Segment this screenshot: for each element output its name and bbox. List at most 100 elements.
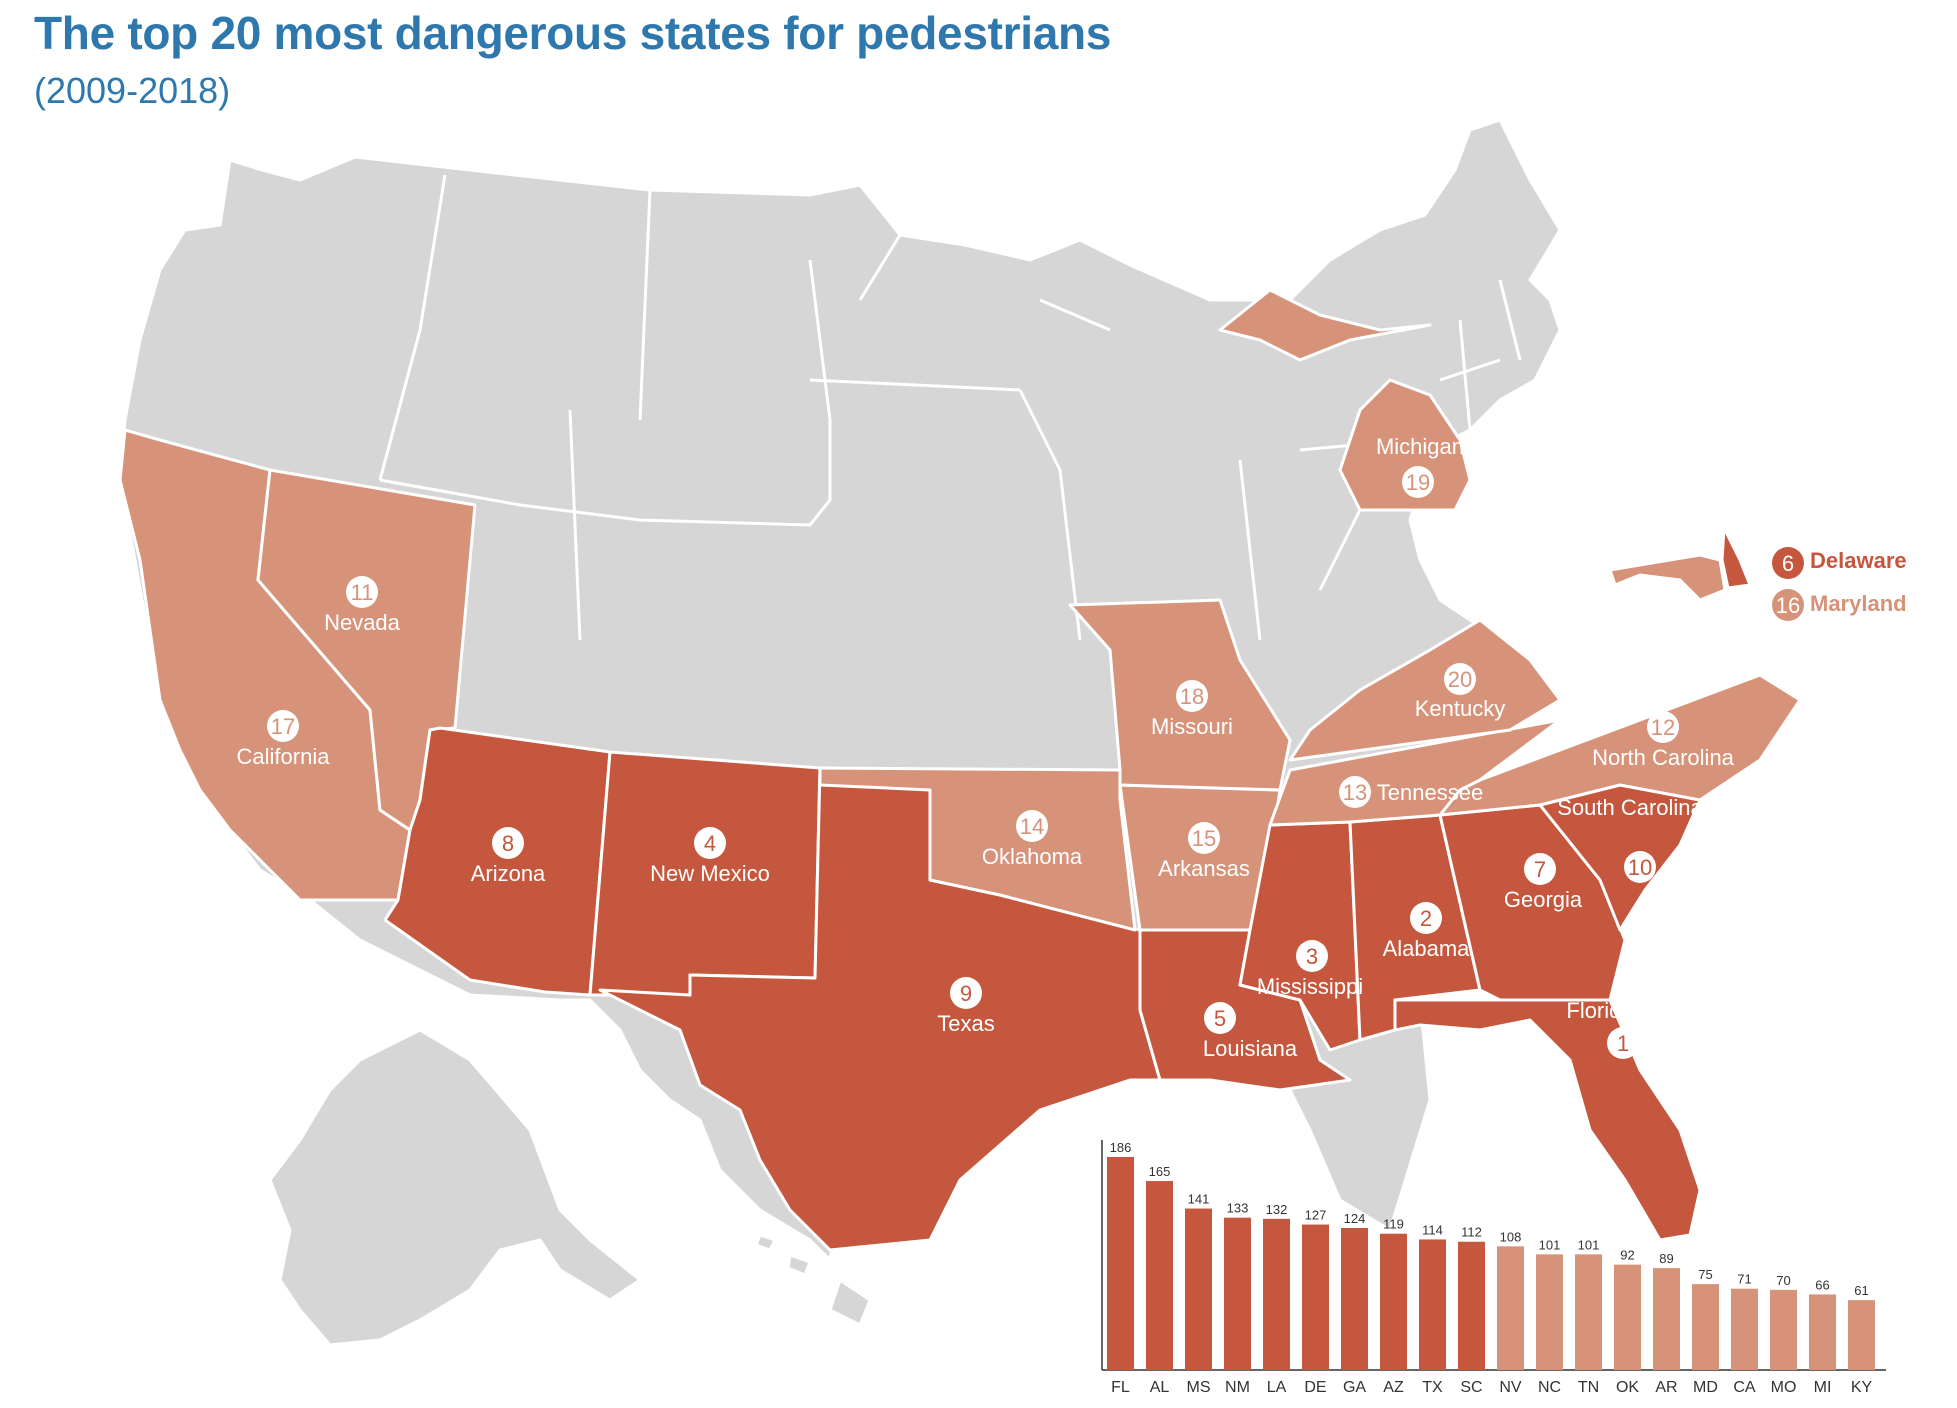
hawaii-island-1 <box>828 1278 872 1327</box>
state-label-louisiana: 5 Louisiana <box>1203 1002 1298 1061</box>
bar-al <box>1146 1181 1173 1370</box>
state-label-michigan: Michigan 19 <box>1376 434 1464 498</box>
bar-value-label: 92 <box>1620 1248 1634 1263</box>
chart-bars: 186 FL 165 AL 141 MS 133 NM 132 LA 127 DE 124 GA 119 AZ… <box>1107 1140 1875 1396</box>
rank-number: 12 <box>1651 715 1675 740</box>
rank-badge <box>1204 1002 1236 1034</box>
bar-ar <box>1653 1268 1680 1370</box>
state-label-oklahoma: 14 Oklahoma <box>982 810 1083 869</box>
rank-number: 8 <box>502 831 514 856</box>
rank-badge <box>1410 902 1442 934</box>
state-label-maryland: 16 Maryland <box>1772 589 1907 621</box>
bar-category-label: SC <box>1460 1379 1482 1396</box>
state-label-california: 17 California <box>237 710 331 769</box>
state-label-tennessee: 13 Tennessee <box>1339 776 1483 808</box>
bar-ga <box>1341 1228 1368 1370</box>
fatality-bar-chart: 186 FL 165 AL 141 MS 133 NM 132 LA 127 DE 124 GA 119 AZ… <box>1101 1140 1886 1396</box>
bar-value-label: 114 <box>1422 1222 1443 1237</box>
bar-de <box>1302 1224 1329 1370</box>
state-name: Arizona <box>471 861 546 886</box>
bar-ky <box>1848 1300 1875 1370</box>
bar-value-label: 133 <box>1227 1201 1249 1216</box>
bar-value-label: 61 <box>1854 1283 1868 1298</box>
bar-az <box>1380 1233 1407 1370</box>
rank-badge <box>950 977 982 1009</box>
bar-mo <box>1770 1289 1797 1370</box>
bar-nm <box>1224 1217 1251 1370</box>
bar-value-label: 71 <box>1737 1272 1751 1287</box>
state-name: California <box>237 744 331 769</box>
bar-category-label: KY <box>1851 1379 1873 1396</box>
state-name: Texas <box>937 1011 994 1036</box>
bar-category-label: TX <box>1422 1379 1443 1396</box>
bar-tx <box>1419 1239 1446 1370</box>
bar-category-label: NC <box>1538 1379 1561 1396</box>
rank-number: 11 <box>351 580 374 605</box>
bar-value-label: 75 <box>1698 1267 1712 1282</box>
rank-badge <box>346 576 378 608</box>
michigan-shape <box>1338 378 1472 512</box>
rank-number: 1 <box>1617 1031 1629 1056</box>
state-name: Alabama <box>1383 936 1471 961</box>
rank-badge <box>1647 711 1679 743</box>
bar-value-label: 124 <box>1344 1211 1366 1226</box>
bar-value-label: 119 <box>1383 1217 1404 1232</box>
rank-badge <box>1402 466 1434 498</box>
hawaii-island-3 <box>754 1233 777 1252</box>
rank-badge <box>492 827 524 859</box>
bar-category-label: MO <box>1771 1379 1797 1396</box>
state-label-kentucky: 20 Kentucky <box>1415 663 1506 721</box>
rank-badge <box>1188 822 1220 854</box>
delaware-shape <box>1720 526 1752 590</box>
bar-category-label: NV <box>1499 1379 1522 1396</box>
bar-category-label: TN <box>1578 1379 1599 1396</box>
bar-category-label: OK <box>1616 1379 1639 1396</box>
state-label-delaware: 6 Delaware <box>1772 547 1907 579</box>
bar-value-label: 132 <box>1266 1202 1288 1217</box>
bar-value-label: 112 <box>1461 1225 1482 1240</box>
ranked-states <box>118 288 1802 1252</box>
rank-number: 6 <box>1782 551 1794 576</box>
state-name: Mississippi <box>1257 974 1363 999</box>
state-name: Maryland <box>1810 591 1907 616</box>
rank-number: 15 <box>1192 826 1216 851</box>
state-label-florida: 1 Florida <box>1566 998 1639 1059</box>
rank-number: 14 <box>1020 814 1044 839</box>
bar-category-label: MD <box>1693 1379 1718 1396</box>
map-subtitle: (2009-2018) <box>34 70 231 111</box>
bar-category-label: MI <box>1814 1379 1832 1396</box>
state-name: South Carolina <box>1557 795 1703 820</box>
state-label-texas: 9 Texas <box>937 977 995 1036</box>
bar-tn <box>1575 1254 1602 1370</box>
rank-badge <box>1444 663 1476 695</box>
bar-value-label: 101 <box>1539 1237 1561 1252</box>
state-name: Michigan <box>1376 434 1464 459</box>
bar-mi <box>1809 1294 1836 1370</box>
bar-category-label: AZ <box>1383 1379 1404 1396</box>
bar-category-label: AR <box>1655 1379 1677 1396</box>
rank-number: 13 <box>1343 780 1367 805</box>
rank-badge <box>694 827 726 859</box>
bar-value-label: 141 <box>1188 1192 1210 1207</box>
kentucky-shape <box>1288 618 1562 762</box>
state-name: Florida <box>1566 998 1634 1023</box>
bar-category-label: GA <box>1343 1379 1366 1396</box>
alaska-land <box>268 1028 642 1347</box>
state-name: Kentucky <box>1415 696 1506 721</box>
bar-ms <box>1185 1208 1212 1370</box>
bar-nc <box>1536 1254 1563 1370</box>
rank-badge <box>1772 547 1804 579</box>
bar-category-label: FL <box>1111 1379 1130 1396</box>
michigan-upper-peninsula-shape <box>1218 288 1432 362</box>
bar-value-label: 186 <box>1110 1140 1132 1155</box>
state-label-arizona: 8 Arizona <box>471 827 546 886</box>
rank-number: 19 <box>1406 470 1430 495</box>
state-name: New Mexico <box>650 861 770 886</box>
rank-number: 16 <box>1776 593 1800 618</box>
rank-number: 10 <box>1628 855 1652 880</box>
rank-number: 9 <box>960 981 972 1006</box>
state-name: Delaware <box>1810 548 1907 573</box>
rank-badge <box>1607 1027 1639 1059</box>
bar-sc <box>1458 1241 1485 1370</box>
rank-badge <box>1624 851 1656 883</box>
